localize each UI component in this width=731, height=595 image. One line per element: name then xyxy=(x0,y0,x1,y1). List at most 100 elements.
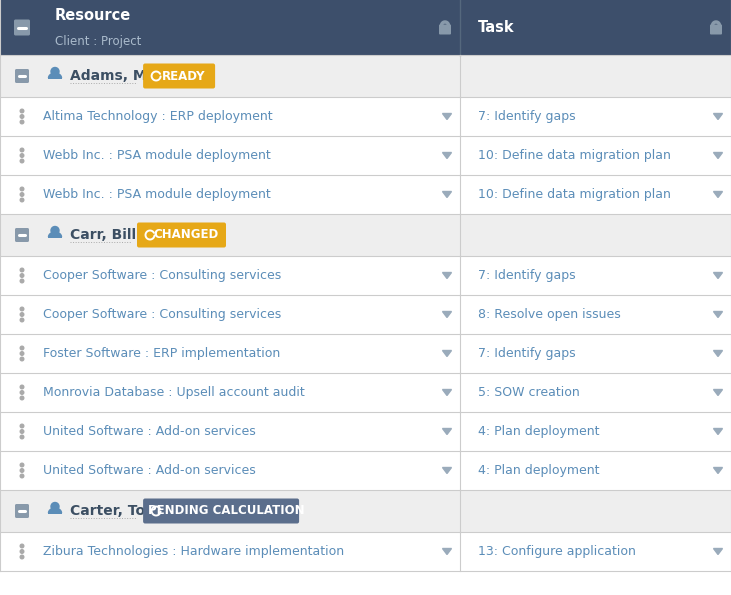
Polygon shape xyxy=(713,350,722,356)
Polygon shape xyxy=(442,350,452,356)
Text: 4: Plan deployment: 4: Plan deployment xyxy=(478,425,599,438)
Text: Foster Software : ERP implementation: Foster Software : ERP implementation xyxy=(43,347,280,360)
FancyBboxPatch shape xyxy=(439,24,451,35)
Text: 7: Identify gaps: 7: Identify gaps xyxy=(478,269,575,282)
Text: 7: Identify gaps: 7: Identify gaps xyxy=(478,347,575,360)
Text: Resource: Resource xyxy=(55,8,132,23)
Text: Carter, Tom: Carter, Tom xyxy=(70,504,159,518)
Polygon shape xyxy=(442,192,452,198)
Text: Altima Technology : ERP deployment: Altima Technology : ERP deployment xyxy=(43,110,273,123)
Polygon shape xyxy=(442,152,452,158)
Text: Webb Inc. : PSA module deployment: Webb Inc. : PSA module deployment xyxy=(43,188,270,201)
FancyBboxPatch shape xyxy=(15,504,29,518)
Text: READY: READY xyxy=(162,70,206,83)
Circle shape xyxy=(20,307,24,311)
Circle shape xyxy=(20,435,24,439)
Bar xyxy=(0,175,731,214)
Circle shape xyxy=(20,115,24,118)
Text: 7: Identify gaps: 7: Identify gaps xyxy=(478,110,575,123)
Bar xyxy=(0,295,731,334)
Circle shape xyxy=(20,544,24,548)
Circle shape xyxy=(20,385,24,389)
FancyBboxPatch shape xyxy=(137,223,226,248)
Circle shape xyxy=(20,109,24,113)
Text: United Software : Add-on services: United Software : Add-on services xyxy=(43,425,256,438)
Circle shape xyxy=(20,555,24,559)
Polygon shape xyxy=(713,390,722,396)
Bar xyxy=(0,490,731,532)
Text: CHANGED: CHANGED xyxy=(154,228,219,242)
Text: 10: Define data migration plan: 10: Define data migration plan xyxy=(478,188,671,201)
Circle shape xyxy=(20,268,24,272)
Bar xyxy=(0,412,731,451)
Circle shape xyxy=(51,503,59,511)
Text: Webb Inc. : PSA module deployment: Webb Inc. : PSA module deployment xyxy=(43,149,270,162)
Circle shape xyxy=(20,279,24,283)
Bar xyxy=(0,136,731,175)
Text: Carr, Bill: Carr, Bill xyxy=(70,228,136,242)
Circle shape xyxy=(20,313,24,317)
Circle shape xyxy=(20,198,24,202)
Bar xyxy=(0,532,731,571)
Text: Cooper Software : Consulting services: Cooper Software : Consulting services xyxy=(43,269,281,282)
Polygon shape xyxy=(713,549,722,555)
Polygon shape xyxy=(713,273,722,278)
FancyBboxPatch shape xyxy=(15,69,29,83)
Polygon shape xyxy=(442,114,452,120)
Bar xyxy=(0,334,731,373)
Bar xyxy=(0,214,731,256)
Bar xyxy=(0,451,731,490)
Text: PENDING CALCULATION: PENDING CALCULATION xyxy=(148,505,304,518)
Polygon shape xyxy=(713,152,722,158)
FancyBboxPatch shape xyxy=(143,64,215,89)
Circle shape xyxy=(20,318,24,322)
Text: Adams, Mary: Adams, Mary xyxy=(70,69,172,83)
Circle shape xyxy=(20,159,24,163)
Circle shape xyxy=(20,193,24,196)
FancyBboxPatch shape xyxy=(143,499,299,524)
Polygon shape xyxy=(442,312,452,318)
Circle shape xyxy=(20,187,24,191)
Polygon shape xyxy=(713,312,722,318)
Circle shape xyxy=(20,154,24,157)
Circle shape xyxy=(51,67,59,76)
Polygon shape xyxy=(442,273,452,278)
Polygon shape xyxy=(442,428,452,434)
Text: 5: SOW creation: 5: SOW creation xyxy=(478,386,580,399)
Circle shape xyxy=(20,120,24,124)
Circle shape xyxy=(20,550,24,553)
Polygon shape xyxy=(442,390,452,396)
Bar xyxy=(0,256,731,295)
Circle shape xyxy=(20,474,24,478)
Circle shape xyxy=(20,357,24,361)
Polygon shape xyxy=(713,114,722,120)
Bar xyxy=(0,0,731,55)
Circle shape xyxy=(20,396,24,400)
Text: 4: Plan deployment: 4: Plan deployment xyxy=(478,464,599,477)
FancyBboxPatch shape xyxy=(15,228,29,242)
Circle shape xyxy=(20,430,24,433)
Polygon shape xyxy=(442,549,452,555)
Bar xyxy=(0,55,731,97)
Polygon shape xyxy=(48,232,61,237)
FancyBboxPatch shape xyxy=(710,24,722,35)
Circle shape xyxy=(20,469,24,472)
Circle shape xyxy=(20,463,24,467)
Text: 8: Resolve open issues: 8: Resolve open issues xyxy=(478,308,621,321)
Polygon shape xyxy=(48,73,61,78)
Text: Monrovia Database : Upsell account audit: Monrovia Database : Upsell account audit xyxy=(43,386,305,399)
Circle shape xyxy=(20,274,24,277)
Circle shape xyxy=(20,148,24,152)
Text: 13: Configure application: 13: Configure application xyxy=(478,545,636,558)
Bar xyxy=(0,97,731,136)
Polygon shape xyxy=(48,508,61,513)
Text: Cooper Software : Consulting services: Cooper Software : Consulting services xyxy=(43,308,281,321)
Text: Task: Task xyxy=(478,20,515,35)
Circle shape xyxy=(20,352,24,355)
Text: 10: Define data migration plan: 10: Define data migration plan xyxy=(478,149,671,162)
Polygon shape xyxy=(713,468,722,474)
FancyBboxPatch shape xyxy=(14,20,30,36)
Circle shape xyxy=(20,346,24,350)
Polygon shape xyxy=(442,468,452,474)
Polygon shape xyxy=(713,192,722,198)
